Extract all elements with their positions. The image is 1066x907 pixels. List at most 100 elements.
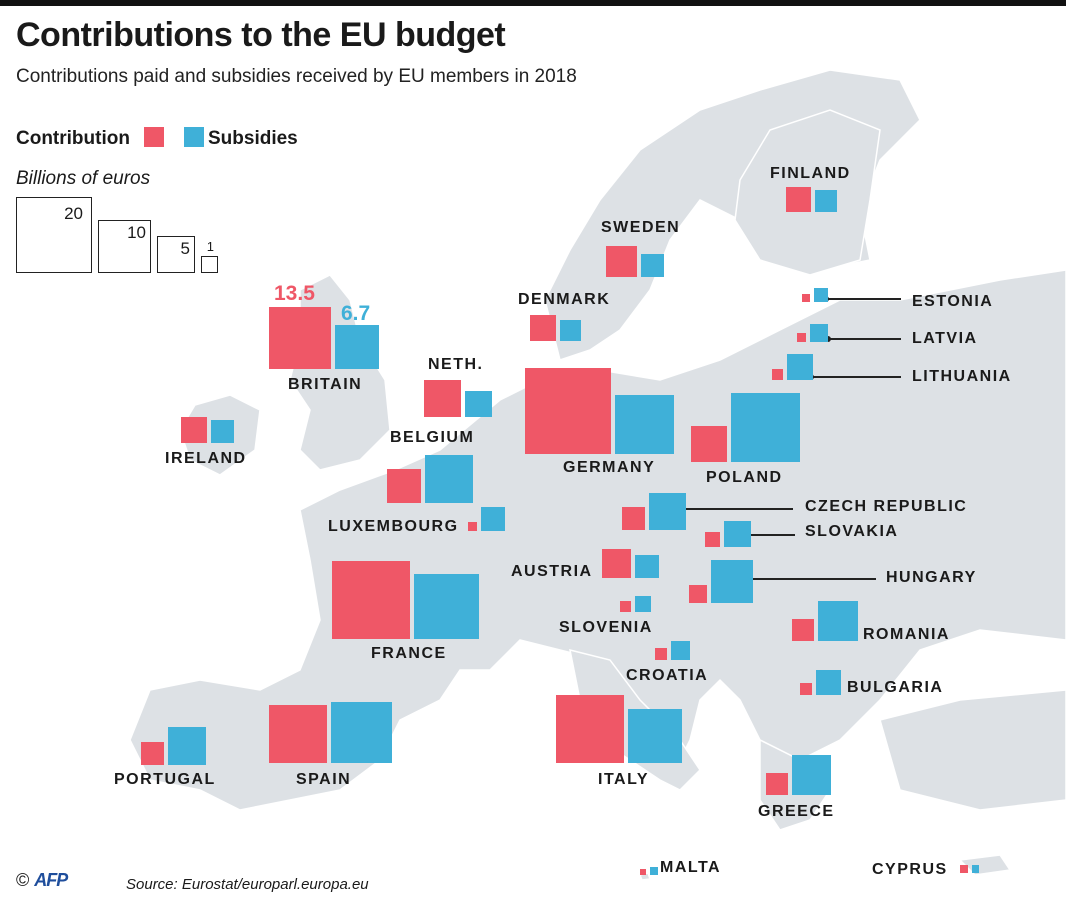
neth-contribution-square: [424, 379, 462, 417]
legend-contribution-swatch: [144, 127, 164, 147]
lithuania-leader-line: [811, 376, 901, 378]
germany-label: GERMANY: [563, 459, 656, 476]
poland-subsidies-square: [731, 393, 800, 462]
croatia-label: CROATIA: [626, 667, 709, 684]
spain-contribution-square: [269, 704, 328, 763]
denmark-contribution-square: [530, 314, 557, 341]
slovenia-subsidies-square: [634, 595, 651, 612]
poland-contribution-square: [691, 425, 728, 462]
slovenia-contribution-square: [620, 601, 631, 612]
czech-leader-line: [681, 508, 793, 510]
latvia-subsidies-square: [810, 324, 829, 342]
italy-label: ITALY: [598, 771, 650, 788]
ireland-label: IRELAND: [165, 450, 247, 467]
slovenia-label: SLOVENIA: [559, 619, 653, 636]
legend-subsidies-swatch: [184, 127, 204, 147]
romania-contribution-square: [792, 619, 814, 641]
belgium-contribution-square: [387, 469, 421, 503]
malta-contribution-square: [640, 869, 646, 875]
romania-label: ROMANIA: [863, 626, 950, 643]
greece-label: GREECE: [758, 803, 835, 820]
legend-contribution-label: Contribution: [16, 128, 130, 149]
czech-republic-contribution-square: [622, 507, 645, 530]
malta-subsidies-square: [650, 867, 658, 875]
cyprus-label: CYPRUS: [872, 861, 948, 878]
legend-subsidies-label: Subsidies: [208, 128, 298, 149]
neth-label: NETH.: [428, 356, 484, 373]
latvia-contribution-square: [797, 332, 807, 342]
source-note: Source: Eurostat/europarl.europa.eu: [126, 876, 369, 893]
britain-subsidies-value: 6.7: [341, 302, 371, 325]
croatia-contribution-square: [655, 647, 668, 660]
britain-label: BRITAIN: [288, 376, 363, 393]
east-shape: [879, 689, 1066, 811]
germany-contribution-square: [525, 368, 611, 454]
croatia-subsidies-square: [671, 641, 690, 660]
top-rule: [0, 0, 1066, 6]
page-title: Contributions to the EU budget: [16, 16, 506, 54]
denmark-label: DENMARK: [518, 291, 611, 308]
latvia-leader-line: [828, 338, 901, 340]
france-contribution-square: [332, 561, 410, 639]
luxembourg-contribution-square: [468, 521, 478, 531]
estonia-label: ESTONIA: [912, 293, 994, 310]
finland-subsidies-square: [815, 189, 838, 212]
size-key-10-label: 10: [127, 223, 146, 242]
greece-subsidies-square: [791, 755, 832, 795]
portugal-label: PORTUGAL: [114, 771, 216, 788]
belgium-subsidies-square: [424, 454, 473, 503]
france-label: FRANCE: [371, 645, 447, 662]
austria-subsidies-square: [635, 554, 659, 578]
estonia-contribution-square: [802, 294, 810, 302]
size-key-5: 5: [157, 236, 195, 273]
size-key-20-label: 20: [64, 204, 83, 223]
bulgaria-label: BULGARIA: [847, 679, 944, 696]
slovakia-leader-line: [745, 534, 795, 536]
neth-subsidies-square: [465, 390, 492, 417]
ireland-subsidies-square: [210, 419, 235, 443]
hungary-subsidies-square: [710, 560, 754, 603]
unit-label: Billions of euros: [16, 168, 151, 189]
britain-subsidies-square: [335, 324, 380, 369]
germany-subsidies-square: [614, 394, 674, 454]
size-key-5-label: 5: [180, 239, 190, 258]
portugal-contribution-square: [141, 742, 164, 765]
malta-label: MALTA: [660, 859, 722, 876]
italy-subsidies-square: [627, 708, 682, 763]
bulgaria-subsidies-square: [816, 669, 842, 695]
britain-contribution-square: [269, 306, 332, 369]
slovakia-subsidies-square: [724, 520, 751, 547]
size-key-20: 20: [16, 197, 92, 273]
czech-republic-label: CZECH REPUBLIC: [805, 498, 968, 515]
copyright-symbol: ©: [16, 870, 30, 890]
latvia-label: LATVIA: [912, 330, 978, 347]
spain-subsidies-square: [331, 702, 392, 763]
lithuania-label: LITHUANIA: [912, 368, 1012, 385]
size-key-1-label: 1: [206, 239, 214, 254]
sweden-subsidies-square: [641, 254, 665, 277]
romania-subsidies-square: [817, 600, 858, 641]
afp-wordmark: AFP: [34, 870, 68, 890]
austria-label: AUSTRIA: [511, 563, 593, 580]
poland-label: POLAND: [706, 469, 783, 486]
sweden-label: SWEDEN: [601, 219, 681, 236]
france-subsidies-square: [413, 573, 480, 639]
slovakia-label: SLOVAKIA: [805, 523, 899, 540]
hungary-contribution-square: [689, 585, 707, 603]
luxembourg-label: LUXEMBOURG: [328, 518, 459, 535]
lithuania-contribution-square: [772, 369, 783, 380]
page-subtitle: Contributions paid and subsidies receive…: [16, 66, 577, 87]
luxembourg-subsidies-square: [481, 506, 506, 531]
afp-logo: © AFP: [16, 870, 68, 891]
denmark-subsidies-square: [560, 320, 582, 341]
slovakia-contribution-square: [705, 531, 721, 547]
estonia-leader-line: [826, 298, 901, 300]
lithuania-subsidies-square: [786, 354, 813, 380]
britain-contribution-value: 13.5: [274, 282, 315, 305]
cyprus-contribution-square: [960, 865, 968, 873]
size-key-1: 1: [201, 239, 218, 273]
estonia-subsidies-square: [813, 287, 828, 302]
bulgaria-contribution-square: [800, 682, 813, 695]
cyprus-subsidies-square: [971, 865, 980, 873]
hungary-label: HUNGARY: [886, 569, 977, 586]
